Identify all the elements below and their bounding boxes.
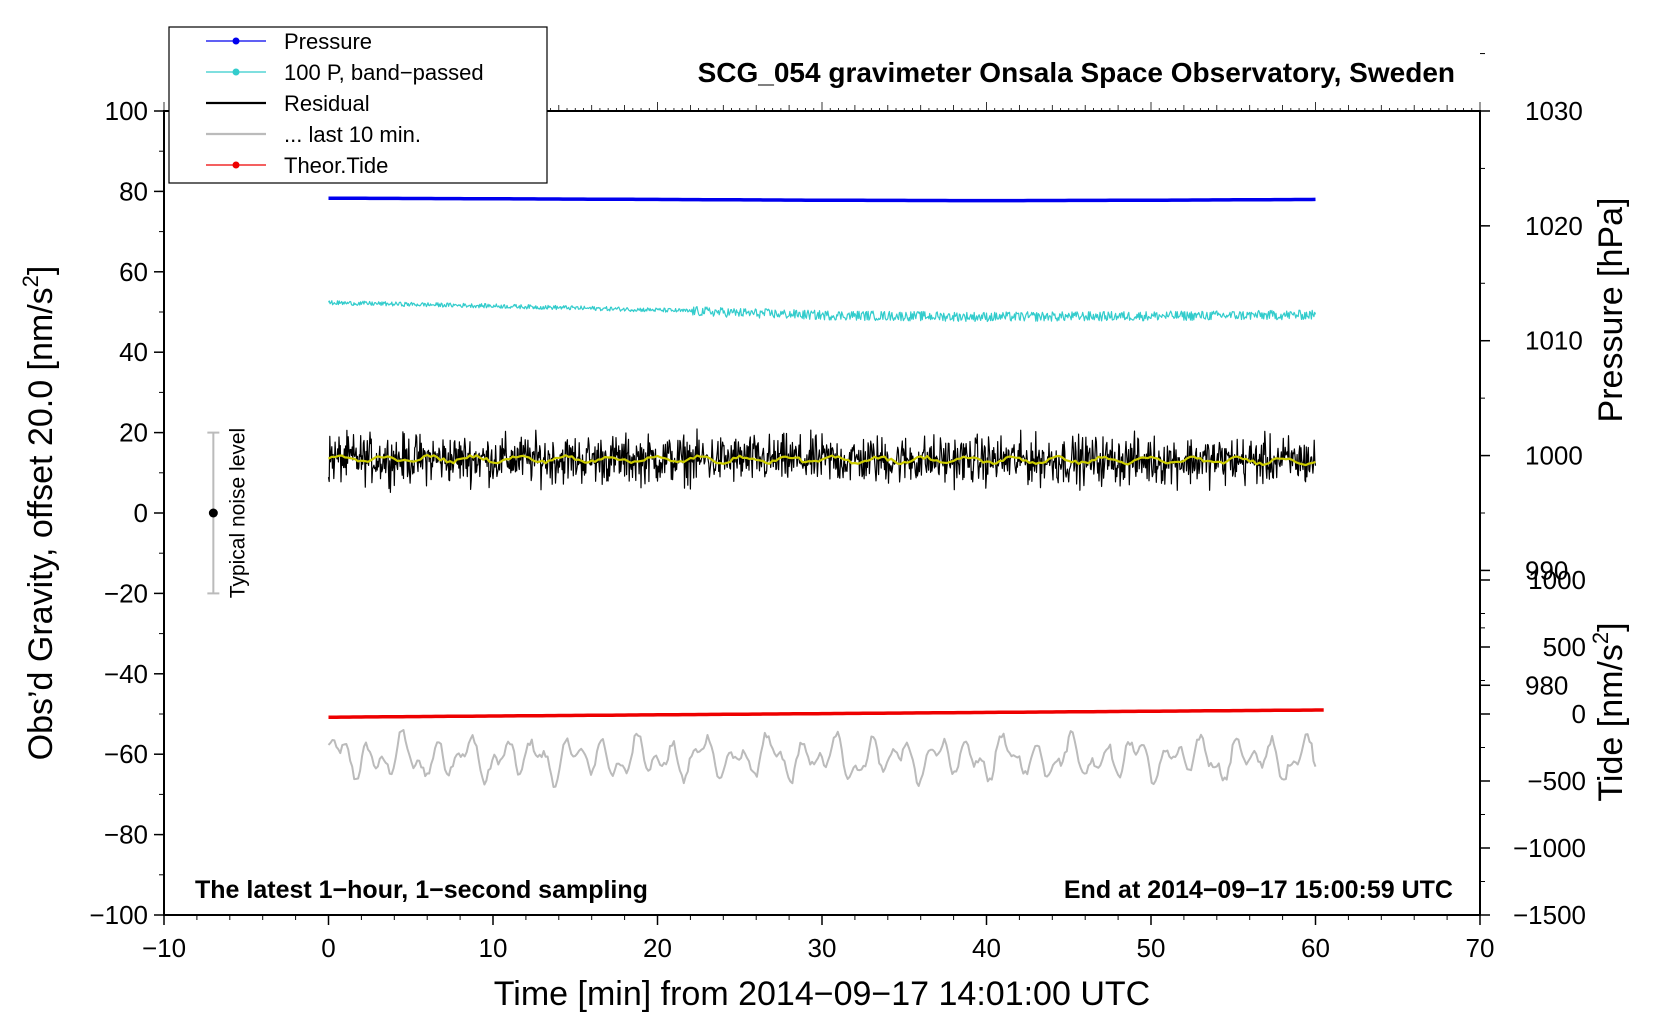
pressure-tick-label: 1010 bbox=[1525, 326, 1583, 356]
plot-area-frame bbox=[163, 110, 1481, 916]
legend-label: 100 P, band−passed bbox=[284, 60, 484, 85]
y-axis-title-pressure: Pressure [hPa] bbox=[1592, 198, 1630, 423]
legend-items: Pressure 100 P, band−passed Residual ... la… bbox=[206, 29, 484, 178]
pressure-tick-label: 1000 bbox=[1525, 441, 1583, 471]
series-band-passed-pressure bbox=[327, 300, 1317, 323]
legend-label: Residual bbox=[284, 91, 370, 116]
legend-box bbox=[168, 26, 548, 184]
series-theoretical-tide bbox=[328, 708, 1324, 719]
noise-level-indicator: Typical noise level bbox=[207, 428, 249, 598]
series-layer bbox=[327, 196, 1324, 788]
x-tick-label: 50 bbox=[1137, 933, 1166, 963]
x-axis-title: Time [min] from 2014−09−17 14:01:00 UTC bbox=[494, 975, 1150, 1013]
y-axis-title-tide-close: ] bbox=[1592, 622, 1630, 631]
x-tick-labels: −10 0 10 20 30 40 50 60 70 bbox=[142, 933, 1495, 963]
pressure-tick-label: 990 bbox=[1525, 555, 1568, 585]
tide-tick-label: 1000 bbox=[1528, 565, 1586, 595]
y-tick-label: 20 bbox=[119, 418, 148, 448]
x-tick-label: 30 bbox=[808, 933, 837, 963]
legend-label: ... last 10 min. bbox=[284, 122, 421, 147]
axis-ticks bbox=[154, 53, 1490, 925]
pressure-tick-label: 1030 bbox=[1525, 96, 1583, 126]
tide-tick-label: −1500 bbox=[1513, 900, 1586, 930]
y-tick-label: −100 bbox=[89, 900, 148, 930]
y-tick-label: 100 bbox=[105, 96, 148, 126]
x-tick-label: 60 bbox=[1301, 933, 1330, 963]
y-tick-label: −80 bbox=[104, 820, 148, 850]
tide-tick-label: 500 bbox=[1543, 632, 1586, 662]
y-axis-title-left-text: Obs’d Gravity, offset 20.0 [nm/s bbox=[22, 287, 60, 760]
series-pressure bbox=[328, 196, 1316, 203]
pressure-tick-label: 980 bbox=[1525, 670, 1568, 700]
tide-tick-label: 0 bbox=[1572, 699, 1586, 729]
series-residual bbox=[327, 428, 1317, 493]
y-tick-label: 40 bbox=[119, 337, 148, 367]
y-axis-title-tide-text: Tide [nm/s bbox=[1592, 644, 1630, 801]
series-residual-smoothed bbox=[327, 453, 1316, 467]
y-tick-labels: 100 80 60 40 20 0 −20 −40 −60 −80 −100 bbox=[89, 96, 148, 930]
y-tick-label: 80 bbox=[119, 176, 148, 206]
tide-tick-labels: 1000 500 0 −500 −1000 −1500 bbox=[1513, 565, 1586, 930]
y-tick-label: −60 bbox=[104, 739, 148, 769]
y-axis-title-left: Obs’d Gravity, offset 20.0 [nm/s2] bbox=[18, 266, 60, 761]
x-tick-label: 10 bbox=[479, 933, 508, 963]
y-axis-title-left-close: ] bbox=[22, 266, 60, 275]
x-tick-label: 0 bbox=[321, 933, 335, 963]
x-tick-label: 70 bbox=[1466, 933, 1495, 963]
legend-marker bbox=[232, 68, 240, 76]
y-tick-label: −20 bbox=[104, 578, 148, 608]
legend-label: Theor.Tide bbox=[284, 153, 388, 178]
x-tick-label: 20 bbox=[643, 933, 672, 963]
noise-bar-center-dot bbox=[208, 508, 218, 518]
y-axis-title-tide: Tide [nm/s2] bbox=[1588, 622, 1630, 801]
noise-level-label: Typical noise level bbox=[226, 428, 249, 598]
tide-tick-label: −1000 bbox=[1513, 833, 1586, 863]
x-tick-label: −10 bbox=[142, 933, 186, 963]
y-tick-label: −40 bbox=[104, 659, 148, 689]
legend-marker bbox=[232, 161, 240, 169]
legend-marker bbox=[232, 37, 240, 45]
chart-title: SCG_054 gravimeter Onsala Space Observat… bbox=[698, 57, 1455, 88]
sampling-note: The latest 1−hour, 1−second sampling bbox=[195, 876, 648, 904]
legend: Pressure 100 P, band−passed Residual ... la… bbox=[168, 26, 548, 184]
y-axis-title-tide-sup: 2 bbox=[1588, 632, 1613, 644]
y-tick-label: 60 bbox=[119, 257, 148, 287]
x-tick-label: 40 bbox=[972, 933, 1001, 963]
y-axis-title-left-sup: 2 bbox=[18, 275, 43, 287]
pressure-tick-label: 1020 bbox=[1525, 211, 1583, 241]
legend-label: Pressure bbox=[284, 29, 372, 54]
y-tick-label: 0 bbox=[134, 498, 148, 528]
series-last-10-min bbox=[327, 729, 1317, 788]
tide-tick-label: −500 bbox=[1527, 766, 1586, 796]
end-time-note: End at 2014−09−17 15:00:59 UTC bbox=[1064, 876, 1453, 904]
